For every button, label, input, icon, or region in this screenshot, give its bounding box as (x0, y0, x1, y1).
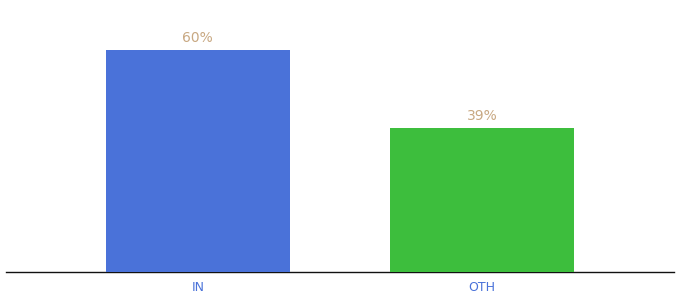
Bar (390, 128, 574, 272)
Text: 39%: 39% (466, 109, 498, 123)
Text: 60%: 60% (182, 32, 214, 46)
Bar (106, 50, 290, 272)
